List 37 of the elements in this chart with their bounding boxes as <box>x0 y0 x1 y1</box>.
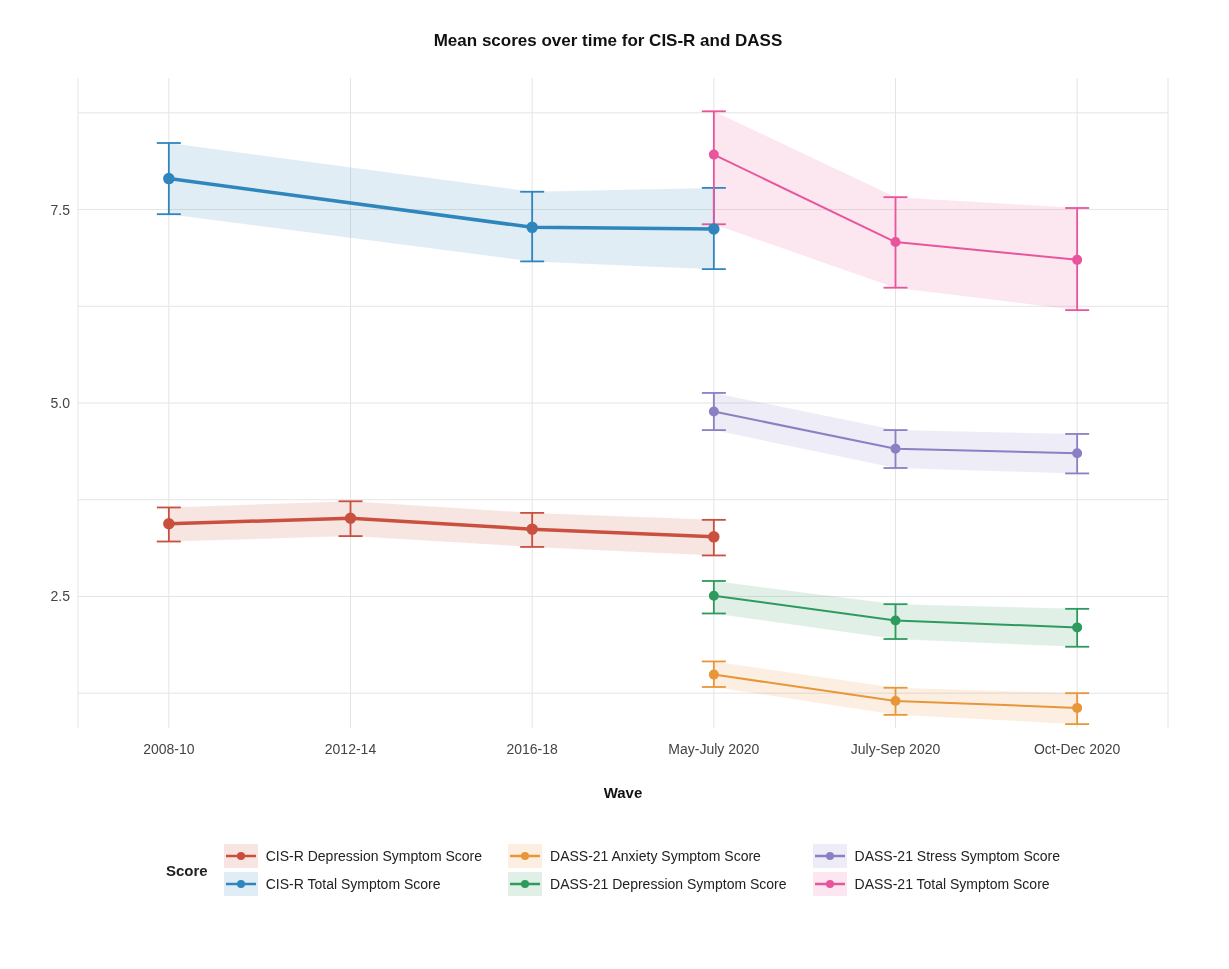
x-tick-label: 2016-18 <box>506 740 559 757</box>
point <box>708 406 719 417</box>
legend-label: DASS-21 Anxiety Symptom Score <box>550 848 761 864</box>
chart-title: Mean scores over time for CIS-R and DASS <box>433 31 783 50</box>
y-tick-label: 7.5 <box>50 201 71 218</box>
point <box>1072 254 1083 265</box>
point <box>890 443 901 454</box>
point <box>1072 622 1083 633</box>
point <box>163 517 175 530</box>
legend-label: DASS-21 Total Symptom Score <box>854 876 1050 892</box>
point <box>1072 448 1083 459</box>
point <box>1072 702 1083 713</box>
point <box>708 531 720 543</box>
point <box>890 615 901 626</box>
y-tick-label: 2.5 <box>50 588 71 605</box>
x-tick-label: May-July 2020 <box>668 740 760 757</box>
point <box>708 223 720 235</box>
x-axis-title: Wave <box>603 784 643 801</box>
x-tick-label: 2012-14 <box>324 740 377 757</box>
point <box>526 221 538 234</box>
point <box>890 237 901 248</box>
point <box>708 590 719 601</box>
point <box>526 523 538 535</box>
point <box>344 512 357 525</box>
point <box>890 695 901 706</box>
point <box>708 149 719 160</box>
x-tick-label: July-Sep 2020 <box>850 740 941 757</box>
point <box>708 669 719 680</box>
legend-title: Score <box>166 861 208 879</box>
legend-label: DASS-21 Depression Symptom Score <box>550 876 787 892</box>
x-tick-label: Oct-Dec 2020 <box>1033 740 1121 757</box>
legend-label: DASS-21 Stress Symptom Score <box>854 848 1060 864</box>
legend-label: CIS-R Depression Symptom Score <box>265 848 483 864</box>
legend-label: CIS-R Total Symptom Score <box>265 876 441 892</box>
point <box>163 172 175 185</box>
x-tick-label: 2008-10 <box>143 740 195 757</box>
y-tick-label: 5.0 <box>50 394 71 411</box>
